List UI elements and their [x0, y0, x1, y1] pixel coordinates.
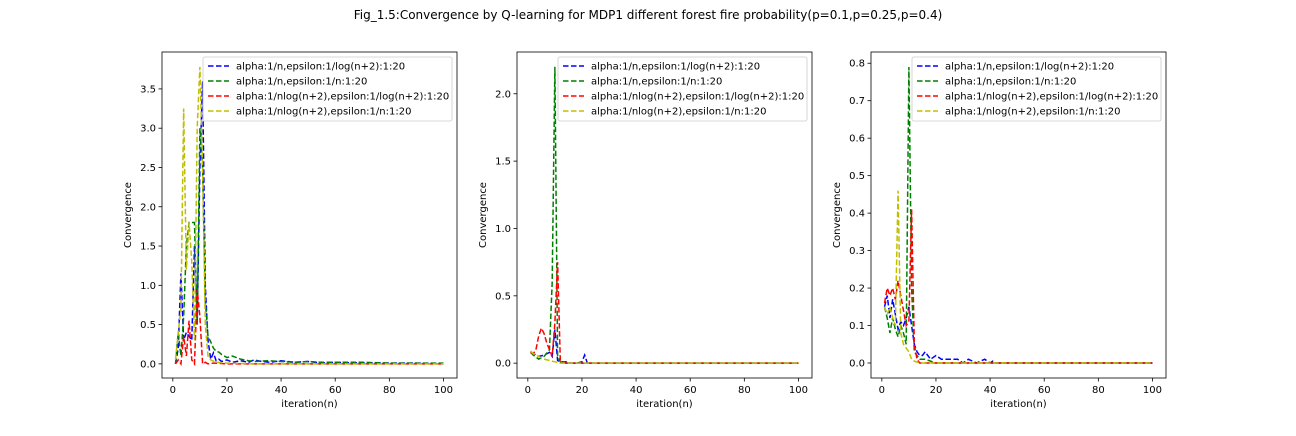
- legend: alpha:1/n,epsilon:1/log(n+2):1:20 alpha:1…: [202, 56, 453, 122]
- series-line-1: [174, 81, 444, 365]
- y-tick-label: 0.8: [849, 59, 865, 70]
- x-tick-label: 40: [630, 385, 643, 396]
- y-tick-label: 3.0: [140, 124, 156, 135]
- legend-box: [202, 56, 453, 122]
- x-tick-label: 20: [930, 385, 943, 396]
- legend-label-2: alpha:1/n,epsilon:1/n:1:20: [236, 77, 367, 88]
- x-tick-label: 0: [525, 385, 531, 396]
- legend-label-1: alpha:1/n,epsilon:1/log(n+2):1:20: [945, 62, 1114, 73]
- y-tick-label: 1.0: [140, 281, 156, 292]
- x-tick-label: 100: [434, 385, 453, 396]
- x-tick-label: 80: [1092, 385, 1105, 396]
- legend-label-3: alpha:1/nlog(n+2),epsilon:1/log(n+2):1:2…: [591, 92, 804, 103]
- x-tick-label: 40: [275, 385, 288, 396]
- series-line-3: [530, 262, 799, 364]
- y-axis-label: Convergence: [123, 182, 134, 248]
- y-tick-label: 2.5: [140, 163, 156, 174]
- y-tick-label: 0.4: [849, 209, 865, 220]
- series-group: [530, 66, 799, 364]
- legend-label-4: alpha:1/nlog(n+2),epsilon:1/n:1:20: [591, 107, 766, 118]
- y-axis-label: Convergence: [478, 182, 489, 248]
- x-tick-label: 20: [221, 385, 234, 396]
- y-tick-label: 2.0: [140, 202, 156, 213]
- legend: alpha:1/n,epsilon:1/log(n+2):1:20 alpha:1…: [557, 56, 808, 122]
- x-tick-label: 60: [684, 385, 697, 396]
- x-tick-label: 0: [170, 385, 176, 396]
- figure-title: Fig_1.5:Convergence by Q-learning for MD…: [354, 8, 943, 22]
- axes-frame: [516, 51, 813, 379]
- y-tick-label: 1.0: [495, 224, 511, 235]
- y-tick-label: 3.5: [140, 84, 156, 95]
- series-line-3: [883, 209, 1153, 364]
- x-tick-label: 20: [576, 385, 589, 396]
- series-line-2: [174, 128, 444, 364]
- chart-panel-2: 0 20 40 60 80 100 0.0 0.5 1.0 1.5 2.0 iteration(n) C…: [478, 51, 813, 410]
- x-tick-label: 80: [738, 385, 751, 396]
- y-axis-label: Convergence: [832, 182, 843, 248]
- series-line-1: [530, 329, 799, 364]
- x-tick-label: 100: [1143, 385, 1162, 396]
- x-tick-label: 60: [1038, 385, 1051, 396]
- chart-panel-3: 0 20 40 60 80 100 0.0 0.1 0.2 0.3 0.4 0.5 0.6 0.7 0.8 i…: [832, 51, 1167, 410]
- y-tick-label: 0.0: [849, 359, 865, 370]
- y-tick-label: 0.5: [495, 291, 511, 302]
- y-tick-label: 0.0: [140, 359, 156, 370]
- y-tick-label: 0.6: [849, 134, 865, 145]
- y-tick-label: 0.2: [849, 284, 865, 295]
- legend: alpha:1/n,epsilon:1/log(n+2):1:20 alpha:1…: [911, 56, 1162, 122]
- x-axis-label: iteration(n): [281, 399, 337, 410]
- legend-label-1: alpha:1/n,epsilon:1/log(n+2):1:20: [591, 62, 760, 73]
- y-tick-label: 0.7: [849, 96, 865, 107]
- y-tick-label: 2.0: [495, 89, 511, 100]
- series-line-4: [530, 350, 799, 364]
- legend-label-3: alpha:1/nlog(n+2),epsilon:1/log(n+2):1:2…: [236, 92, 449, 103]
- chart-panel-1: 0 20 40 60 80 100 0.0 0.5 1.0 1.5 2.0 2.5 3.0 3.5 iter…: [123, 51, 458, 410]
- legend-box: [911, 56, 1162, 122]
- axes-frame: [870, 51, 1167, 379]
- legend-box: [557, 56, 808, 122]
- series-group: [174, 66, 444, 367]
- x-tick-label: 60: [329, 385, 342, 396]
- x-axis-label: iteration(n): [636, 399, 692, 410]
- y-tick-label: 0.0: [495, 359, 511, 370]
- legend-label-2: alpha:1/n,epsilon:1/n:1:20: [591, 77, 722, 88]
- x-tick-label: 80: [383, 385, 396, 396]
- series-line-3: [174, 289, 444, 367]
- series-group: [883, 66, 1153, 364]
- legend-label-4: alpha:1/nlog(n+2),epsilon:1/n:1:20: [945, 107, 1120, 118]
- legend-label-2: alpha:1/n,epsilon:1/n:1:20: [945, 77, 1076, 88]
- legend-label-1: alpha:1/n,epsilon:1/log(n+2):1:20: [236, 62, 405, 73]
- x-tick-label: 100: [789, 385, 808, 396]
- x-tick-label: 0: [879, 385, 885, 396]
- y-tick-label: 1.5: [495, 157, 511, 168]
- y-tick-label: 0.5: [140, 320, 156, 331]
- y-tick-label: 0.5: [849, 171, 865, 182]
- y-tick-label: 1.5: [140, 242, 156, 253]
- legend-label-3: alpha:1/nlog(n+2),epsilon:1/log(n+2):1:2…: [945, 92, 1158, 103]
- x-tick-label: 40: [984, 385, 997, 396]
- series-line-4: [174, 66, 444, 365]
- axes-frame: [161, 51, 458, 379]
- series-line-4: [883, 190, 1153, 364]
- y-tick-label: 0.3: [849, 246, 865, 257]
- legend-label-4: alpha:1/nlog(n+2),epsilon:1/n:1:20: [236, 107, 411, 118]
- series-line-1: [883, 295, 1153, 364]
- y-tick-label: 0.1: [849, 321, 865, 332]
- x-axis-label: iteration(n): [990, 399, 1046, 410]
